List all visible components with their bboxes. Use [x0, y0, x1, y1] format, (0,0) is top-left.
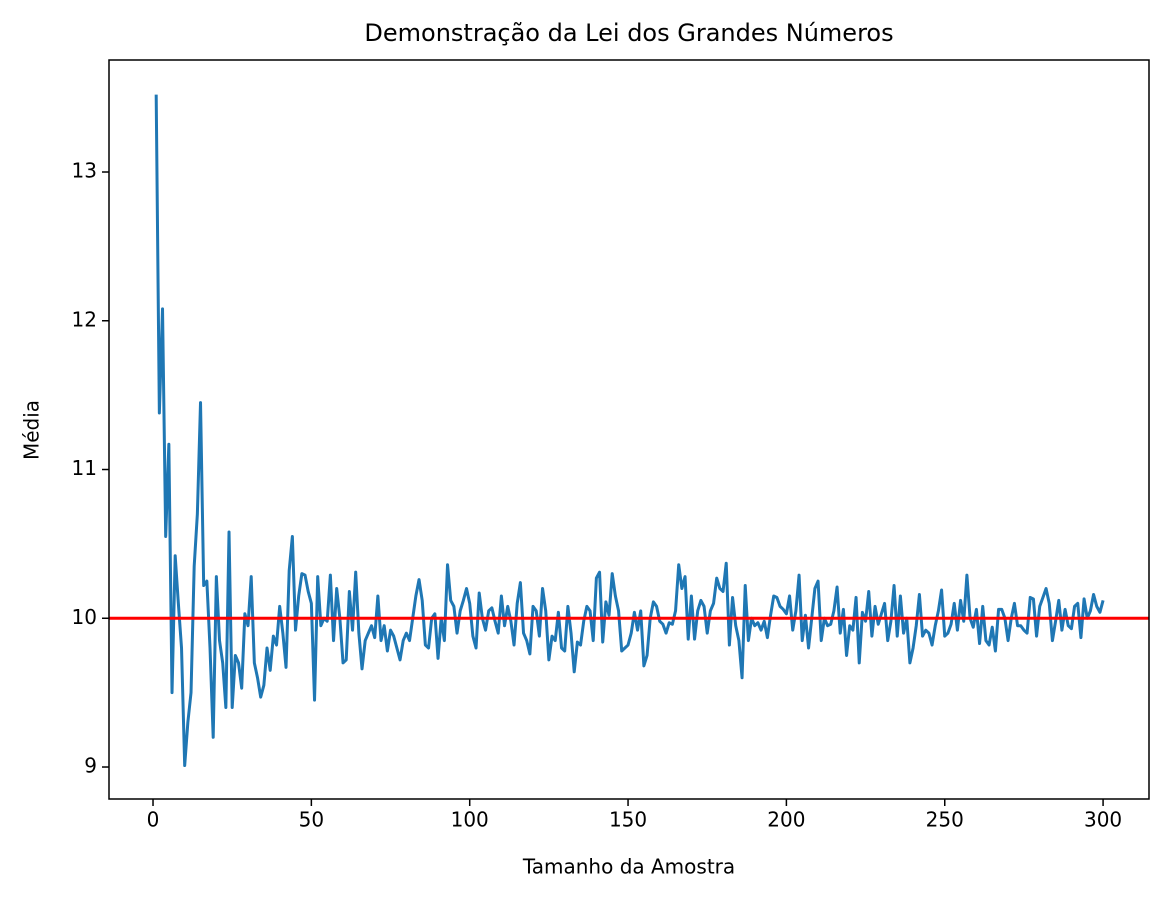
- x-tick-label: 100: [451, 808, 489, 832]
- x-tick-label: 0: [147, 808, 160, 832]
- y-tick-label: 12: [72, 307, 97, 331]
- y-tick-label: 11: [72, 456, 97, 480]
- chart-title: Demonstração da Lei dos Grandes Números: [364, 19, 893, 47]
- x-axis-label: Tamanho da Amostra: [522, 855, 735, 879]
- data-line: [154, 94, 1105, 768]
- x-tick-label: 150: [609, 808, 647, 832]
- plot-frame: [108, 59, 1150, 800]
- x-tick-label: 200: [767, 808, 805, 832]
- y-tick-label: 9: [84, 754, 97, 778]
- y-axis-label: Média: [20, 400, 44, 460]
- x-tick-label: 50: [299, 808, 324, 832]
- y-tick-label: 10: [72, 605, 97, 629]
- y-tick-label: 13: [72, 159, 97, 183]
- x-tick-label: 300: [1084, 808, 1122, 832]
- x-tick-label: 250: [926, 808, 964, 832]
